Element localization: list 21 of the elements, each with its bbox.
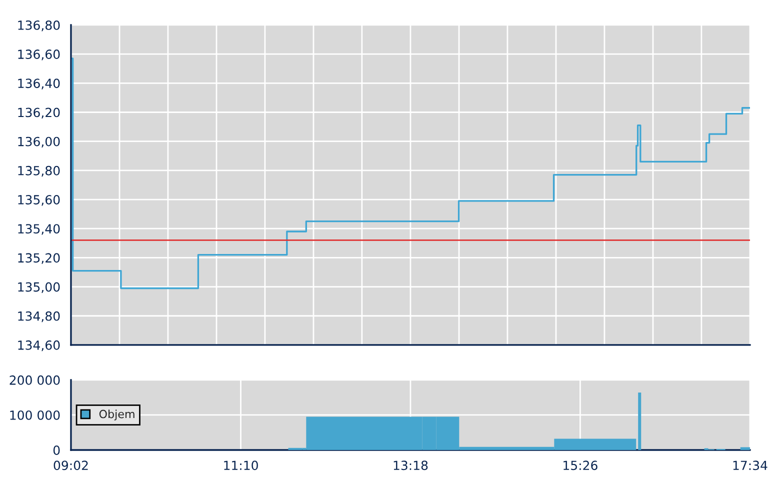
y-tick-label: 136,80 (18, 20, 60, 32)
y-tick-label: 200 000 (10, 375, 60, 385)
y-tick-label: 134,80 (18, 311, 60, 322)
x-tick-label: 15:26 (564, 460, 598, 470)
y-tick-label: 136,20 (18, 108, 60, 118)
x-tick-label: 13:18 (394, 460, 428, 470)
y-tick-label: 0 (53, 445, 60, 455)
x-tick-label: 11:10 (224, 460, 258, 470)
y-tick-label: 136,00 (18, 136, 60, 148)
x-tick-label: 09:02 (54, 460, 88, 470)
y-tick-label: 135,20 (18, 253, 60, 264)
y-tick-label: 136,40 (18, 78, 60, 90)
legend-label: Objem (99, 410, 134, 420)
y-tick-label: 135,60 (18, 194, 60, 206)
y-tick-label: 135,40 (18, 224, 60, 235)
y-tick-label: 134,60 (18, 340, 60, 352)
y-tick-label: 100 000 (10, 410, 60, 420)
y-tick-label: 135,00 (18, 282, 60, 293)
y-tick-label: 136,60 (18, 50, 60, 60)
y-tick-label: 135,80 (18, 166, 60, 177)
x-tick-label: 17:34 (733, 460, 768, 470)
